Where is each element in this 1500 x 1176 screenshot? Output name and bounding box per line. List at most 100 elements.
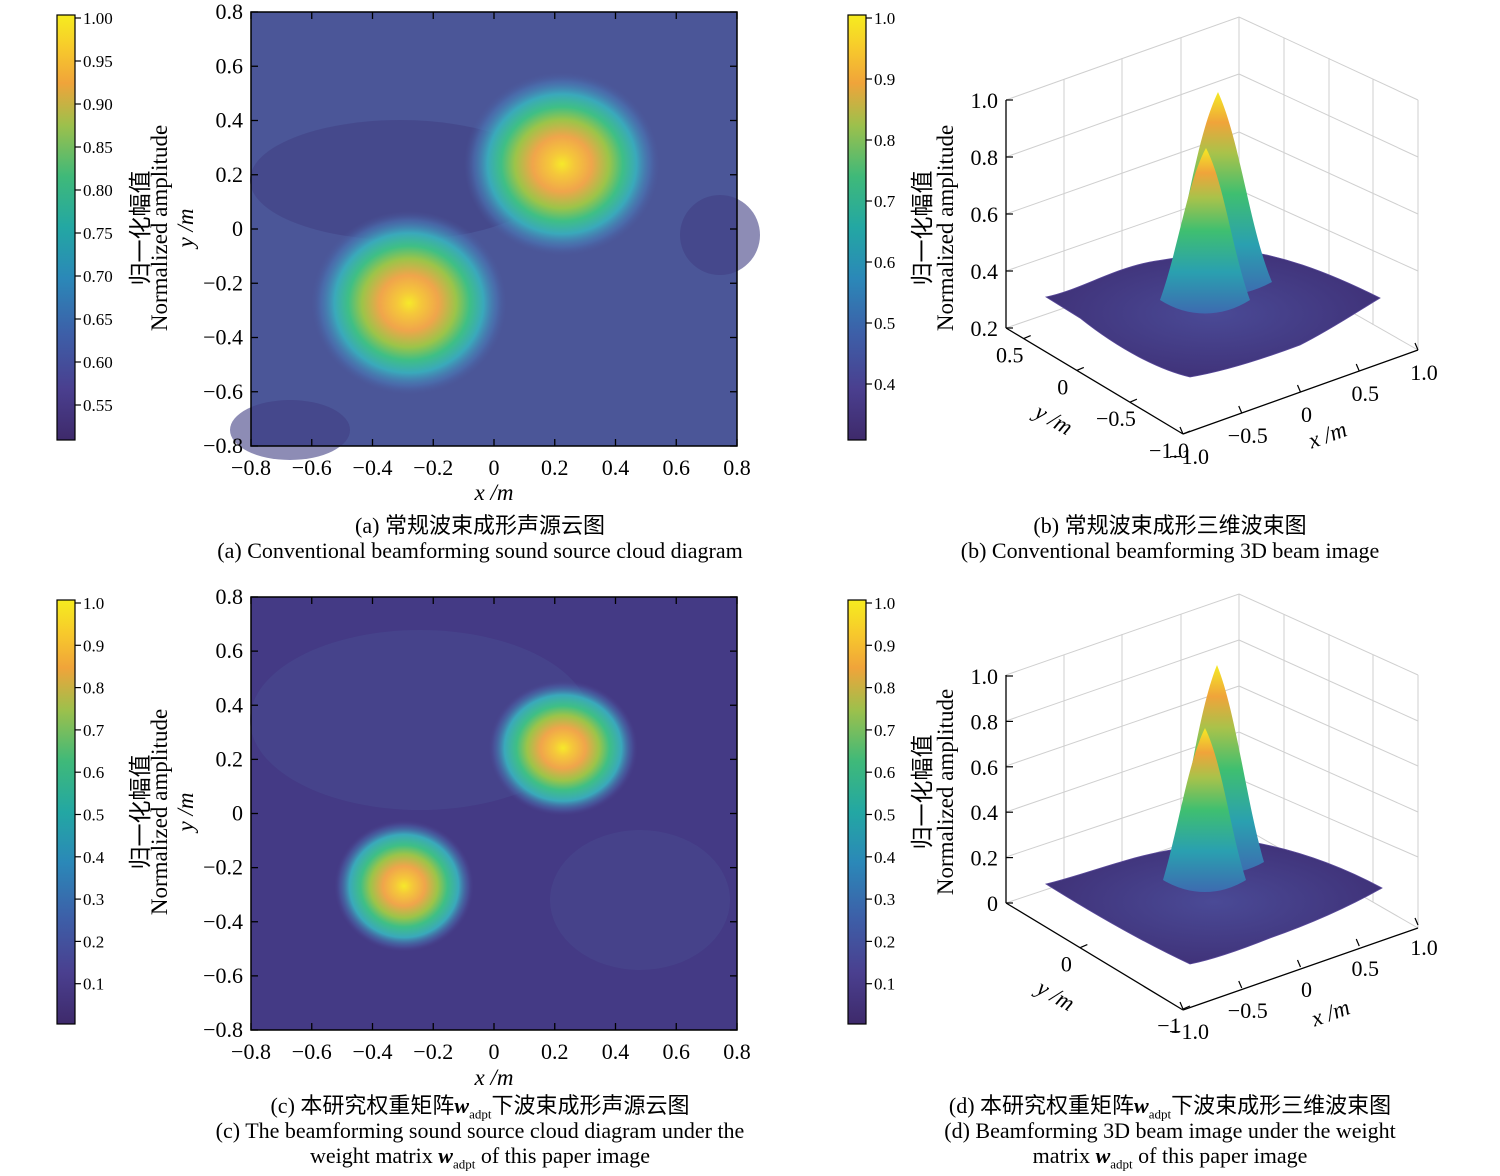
y3d-tick <box>1129 398 1138 403</box>
z-tick-label: 0 <box>987 891 998 916</box>
y-tick-label: −0.6 <box>203 379 243 404</box>
y-tick-label: 0.4 <box>216 692 244 717</box>
y3d-tick-label: −1 <box>1157 1013 1180 1038</box>
x-tick-label: −0.4 <box>353 455 393 480</box>
y3d-tick-label: 0 <box>1061 952 1072 977</box>
colorbar-tick-label: 0.8 <box>874 131 895 150</box>
colorbar-tick-label: 0.7 <box>874 721 896 740</box>
heatmap-a-shade-2 <box>680 195 760 275</box>
y3d-tick <box>1182 1005 1191 1010</box>
colorbar-tick-label: 0.6 <box>83 763 104 782</box>
caption-d-en-2a: matrix <box>1032 1143 1096 1168</box>
x-tick-label: −0.8 <box>231 455 271 480</box>
colorbar-c-label-cn: 归一化幅值 <box>128 755 153 870</box>
heatmap-c-source-2 <box>334 820 474 952</box>
colorbar-tick-label: 0.55 <box>83 396 113 415</box>
caption-c-cn-a: (c) 本研究权重矩阵 <box>270 1093 455 1118</box>
caption-d-en-2: matrix wadpt of this paper image <box>870 1143 1470 1176</box>
y-tick-label: −0.4 <box>203 909 243 934</box>
x3d-tick-label: 0 <box>1301 977 1312 1002</box>
caption-a-cn: (a) 常规波束成形声源云图 <box>355 513 605 538</box>
y3d-tick <box>1080 943 1088 949</box>
caption-c-cn-sub: adpt <box>469 1106 492 1122</box>
colorbar-a-ticks: 1.00 0.95 0.90 0.85 0.80 0.75 0.70 0.65 0.60 0.55 <box>75 9 113 415</box>
axes-d-ticks: 1.0 0.8 0.6 0.4 0.2 0 −1.0 −0.5 0 0.5 1.0 0 −1 <box>971 664 1438 1044</box>
colorbar-tick-label: 0.3 <box>874 890 895 909</box>
x-axis-label-d: x /m <box>1307 995 1353 1032</box>
surface-b-peak-2 <box>1160 148 1250 314</box>
colorbar-tick-label: 1.0 <box>874 9 895 28</box>
caption-c-cn: (c) 本研究权重矩阵wadpt下波束成形声源云图 <box>180 1093 780 1126</box>
panel-c: 1.0 0.9 0.8 0.7 0.6 0.5 0.4 0.3 0.2 0.1 归一化幅值 Nor… <box>56 584 751 1090</box>
axes-b-ticks: 1.0 0.8 0.6 0.4 0.2 −1.0 −0.5 0 0.5 1.0 0.5 0 −0.5 −1… <box>971 88 1438 469</box>
x3d-tick <box>1179 1001 1184 1010</box>
x-tick-label: 0 <box>489 1039 500 1064</box>
colorbar-tick-label: 1.0 <box>83 594 104 613</box>
z-tick-label: 0.6 <box>971 202 999 227</box>
colorbar-tick-label: 0.5 <box>874 806 895 825</box>
x-tick-label: −0.6 <box>292 1039 332 1064</box>
axes-a-ticks: −0.8 −0.6 −0.4 −0.2 0 0.2 0.4 0.6 0.8 0.8 0.6 0.4 0.… <box>203 0 751 480</box>
x-tick-label: 0 <box>489 455 500 480</box>
y-tick-label: 0.8 <box>216 0 244 24</box>
x-axis-d <box>1182 927 1419 1011</box>
y3d-tick-label: −0.5 <box>1096 406 1136 431</box>
caption-d-en-w: w <box>1095 1143 1111 1168</box>
y3d-tick-label: 0 <box>1057 374 1068 399</box>
x3d-tick-label: 0 <box>1301 402 1312 427</box>
colorbar-tick-label: 0.5 <box>874 314 895 333</box>
z-tick-label: 0.4 <box>971 259 999 284</box>
x-tick-label: 0.2 <box>541 1039 569 1064</box>
x3d-tick-label: 0.5 <box>1352 956 1380 981</box>
x3d-tick <box>1179 426 1184 435</box>
y-axis-label-b: y /m <box>1029 398 1077 440</box>
z-tick-label: 0.2 <box>971 316 999 341</box>
panel-d: 1.0 0.9 0.8 0.7 0.6 0.5 0.4 0.3 0.2 0.1 归一化幅值 Nor… <box>847 593 1438 1044</box>
colorbar-tick-label: 0.6 <box>874 763 895 782</box>
colorbar-d <box>847 599 867 1025</box>
x3d-tick-label: 0.5 <box>1352 381 1380 406</box>
y3d-tick <box>1023 335 1031 340</box>
y-tick-label: −0.8 <box>203 1017 243 1042</box>
y-tick-label: 0.2 <box>216 162 244 187</box>
heatmap-a-shade-3 <box>230 400 350 460</box>
colorbar-d-label-cn: 归一化幅值 <box>910 735 935 850</box>
x-tick-label: 0.2 <box>541 455 569 480</box>
y-axis-d <box>1005 902 1184 1011</box>
x3d-tick-label: −1.0 <box>1169 1019 1209 1044</box>
x3d-tick-label: −0.5 <box>1228 998 1268 1023</box>
colorbar-tick-label: 0.4 <box>83 848 105 867</box>
y-tick-label: 0 <box>232 801 243 826</box>
x-axis-label-c: x /m <box>474 1065 514 1090</box>
caption-c-en-w: w <box>438 1143 453 1168</box>
y-axis-label-a: y /m <box>173 209 198 250</box>
surface-d-base <box>1044 839 1383 965</box>
y3d-tick <box>1182 430 1191 435</box>
z-tick-label: 0.8 <box>971 145 999 170</box>
y-tick-label: 0.4 <box>216 108 244 133</box>
colorbar-tick-label: 0.1 <box>874 975 895 994</box>
surface-b-base <box>1044 249 1381 378</box>
colorbar-tick-label: 0.8 <box>83 679 104 698</box>
x-tick-label: 0.4 <box>602 1039 630 1064</box>
x-tick-label: −0.4 <box>353 1039 393 1064</box>
caption-c-cn-b: 下波束成形声源云图 <box>491 1093 690 1118</box>
colorbar-tick-label: 0.60 <box>83 353 113 372</box>
x3d-tick-label: −1.0 <box>1169 444 1209 469</box>
x3d-tick <box>1414 917 1419 926</box>
y-tick-label: −0.8 <box>203 433 243 458</box>
x-axis-label-a: x /m <box>474 480 514 505</box>
y3d-tick-label: −1.0 <box>1149 438 1189 463</box>
caption-a-en: (a) Conventional beamforming sound sourc… <box>217 538 743 563</box>
x3d-tick <box>1355 363 1360 372</box>
x-tick-label: −0.6 <box>292 455 332 480</box>
z-tick-label: 1.0 <box>971 664 999 689</box>
x3d-tick <box>1296 384 1302 393</box>
y-axis-label-d: y /m <box>1031 974 1079 1016</box>
colorbar-c-label-en: Normalized amplitude <box>147 709 172 915</box>
heatmap-a-source-1 <box>464 72 660 256</box>
x-tick-label: 0.8 <box>723 1039 751 1064</box>
y-tick-label: −0.4 <box>203 325 243 350</box>
y3d-tick-label: 0.5 <box>996 343 1024 368</box>
colorbar-c <box>56 599 76 1025</box>
